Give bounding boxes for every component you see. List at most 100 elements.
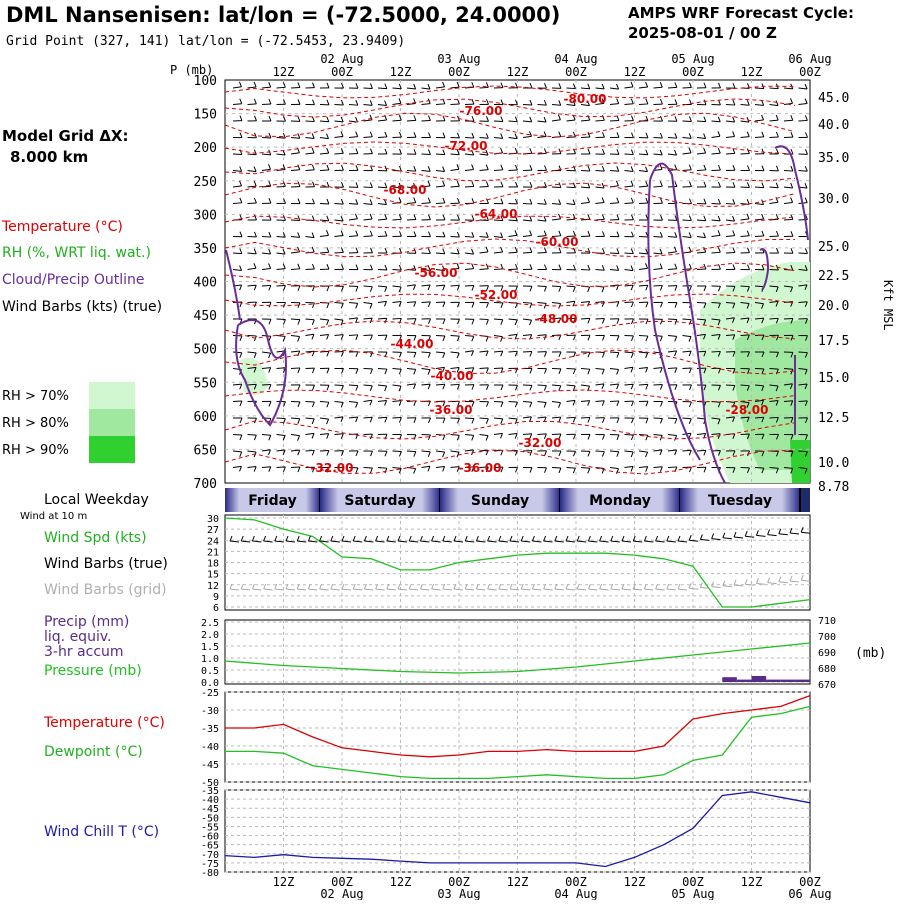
- temperature-contour-label: -52.00: [475, 288, 518, 302]
- sounding-wind-barb: [784, 219, 793, 220]
- sounding-wind-barb: [712, 303, 721, 304]
- sounding-wind-barb: [364, 286, 373, 287]
- sounding-wind-barb: [349, 335, 358, 336]
- sounding-wind-barb: [436, 154, 445, 155]
- sounding-wind-barb: [393, 270, 402, 271]
- temperature-contour-label: -48.00: [535, 312, 578, 326]
- sounding-wind-barb: [567, 369, 576, 370]
- rh90-area: [790, 440, 810, 483]
- height-tick: 12.5: [818, 411, 849, 426]
- sounding-wind-barb: [262, 384, 271, 385]
- pressure-tick: 300: [194, 208, 217, 223]
- sounding-wind-barb: [538, 385, 547, 386]
- sounding-panel: -80.00-76.00-72.00-68.00-64.00-60.00-56.…: [225, 80, 810, 483]
- sounding-wind-barb: [480, 87, 489, 88]
- height-tick: 45.0: [818, 91, 849, 106]
- sounding-wind-barb: [465, 186, 474, 187]
- sounding-wind-barb: [538, 153, 547, 154]
- sounding-wind-barb: [770, 88, 779, 89]
- sounding-wind-barb: [755, 88, 764, 89]
- sounding-wind-barb: [581, 270, 590, 271]
- height-tick: 40.0: [818, 118, 849, 133]
- precip-liq-label: liq. equiv.: [44, 629, 111, 645]
- sounding-wind-barb: [567, 88, 576, 89]
- sounding-wind-barb: [364, 468, 373, 469]
- rh70-swatch: [89, 382, 135, 409]
- sounding-wind-barb: [610, 120, 619, 121]
- height-tick: 30.0: [818, 192, 849, 207]
- bottom-date-label: 03 Aug: [437, 887, 480, 900]
- sounding-wind-barb: [567, 468, 576, 469]
- sounding-wind-barb: [654, 285, 663, 286]
- legend-rh80: RH > 80%: [2, 416, 69, 431]
- y-tick: -35: [201, 724, 219, 735]
- sounding-wind-barb: [480, 418, 489, 419]
- height-tick: 35.0: [818, 151, 849, 166]
- sounding-wind-barb: [523, 303, 532, 304]
- sounding-wind-barb: [335, 153, 344, 154]
- legend-rh90: RH > 90%: [2, 443, 69, 458]
- sounding-wind-barb: [306, 170, 315, 171]
- sounding-wind-barb: [726, 252, 735, 253]
- y-tick: 1.0: [201, 654, 219, 665]
- dewpoint-series-label: Dewpoint (°C): [44, 744, 143, 760]
- sounding-wind-barb: [494, 170, 503, 171]
- y-tick: 0.5: [201, 666, 219, 677]
- height-tick: 22.5: [818, 269, 849, 284]
- sounding-wind-barb: [349, 385, 358, 386]
- sounding-wind-barb: [755, 187, 764, 188]
- sounding-wind-barb: [770, 318, 779, 319]
- height-tick-labels: 45.040.035.030.025.022.520.017.515.012.5…: [818, 91, 849, 495]
- y-tick: 1.5: [201, 642, 219, 653]
- sounding-wind-barb: [277, 138, 286, 139]
- sounding-wind-barb: [741, 385, 750, 386]
- legend-wind: Wind Barbs (kts) (true): [2, 299, 162, 315]
- sounding-wind-barb: [523, 351, 532, 352]
- sounding-wind-barb: [436, 203, 445, 204]
- temperature-contour-label: -36.00: [459, 461, 502, 475]
- sounding-wind-barb: [277, 418, 286, 419]
- pressure-label: Pressure (mb): [44, 663, 142, 679]
- sounding-wind-barb: [683, 269, 692, 270]
- top-date-label: 02 Aug: [320, 52, 363, 66]
- sounding-wind-barb: [726, 105, 735, 106]
- weekday-label: Tuesday: [708, 493, 772, 509]
- pressure-tick: 700: [818, 632, 836, 643]
- sounding-wind-barb: [552, 187, 561, 188]
- sounding-wind-barb: [741, 434, 750, 435]
- sounding-wind-barb: [610, 352, 619, 353]
- sounding-wind-barb: [335, 105, 344, 106]
- sounding-wind-barb: [451, 237, 460, 238]
- pressure-tick: 400: [194, 276, 217, 291]
- pressure-tick: 250: [194, 175, 217, 190]
- weekday-label: Friday: [248, 493, 297, 509]
- sounding-wind-barb: [509, 170, 518, 171]
- top-date-label: 03 Aug: [437, 52, 480, 66]
- sounding-wind-barb: [625, 253, 634, 254]
- y-tick: 12: [207, 581, 219, 592]
- top-hour-label: 00Z: [565, 65, 587, 79]
- sounding-wind-barb: [726, 153, 735, 154]
- bottom-hour-label: 12Z: [741, 875, 763, 889]
- sounding-wind-barb: [654, 186, 663, 187]
- sounding-wind-barb: [494, 121, 503, 122]
- sounding-wind-barb: [799, 401, 808, 402]
- sounding-wind-barb: [248, 154, 257, 155]
- temperature-contour-label: -36.00: [430, 403, 473, 417]
- precip-label: Precip (mm): [44, 614, 129, 630]
- sounding-wind-barb: [755, 137, 764, 138]
- temperature-contour-label: -68.00: [384, 183, 427, 197]
- wind-chill-label: Wind Chill T (°C): [44, 824, 159, 840]
- y-tick: 6: [213, 603, 219, 614]
- temperature-contour-label: -44.00: [391, 337, 434, 351]
- bottom-date-label: 05 Aug: [671, 887, 714, 900]
- sounding-wind-barb: [291, 319, 300, 320]
- sounding-wind-barb: [596, 451, 605, 452]
- sounding-wind-barb: [567, 417, 576, 418]
- sounding-wind-barb: [668, 467, 677, 468]
- pressure-tick: 500: [194, 343, 217, 358]
- legend-rh: RH (%, WRT liq. wat.): [2, 245, 151, 261]
- sounding-wind-barb: [755, 236, 764, 237]
- sounding-wind-barb: [567, 137, 576, 138]
- sounding-wind-barb: [770, 417, 779, 418]
